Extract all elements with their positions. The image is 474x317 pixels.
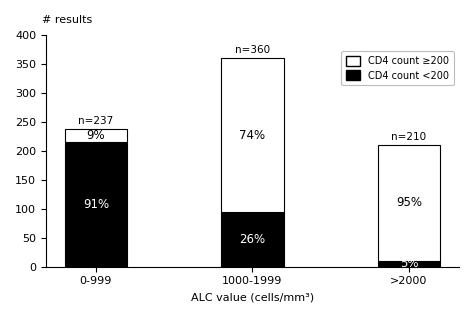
Bar: [221, 212, 284, 267]
Bar: [378, 145, 440, 261]
Bar: [378, 261, 440, 267]
X-axis label: ALC value (cells/mm³): ALC value (cells/mm³): [191, 292, 314, 302]
Bar: [64, 129, 127, 142]
Bar: [64, 142, 127, 267]
Text: 9%: 9%: [87, 129, 105, 142]
Text: 26%: 26%: [239, 233, 265, 246]
Text: 5%: 5%: [400, 257, 418, 270]
Text: 91%: 91%: [83, 198, 109, 211]
Text: n=237: n=237: [78, 116, 114, 126]
Text: n=210: n=210: [392, 132, 427, 142]
Text: # results: # results: [42, 16, 92, 25]
Text: 74%: 74%: [239, 129, 265, 142]
Text: 95%: 95%: [396, 196, 422, 209]
Text: n=360: n=360: [235, 45, 270, 55]
Legend: CD4 count ≥200, CD4 count <200: CD4 count ≥200, CD4 count <200: [341, 51, 454, 85]
Bar: [221, 58, 284, 212]
